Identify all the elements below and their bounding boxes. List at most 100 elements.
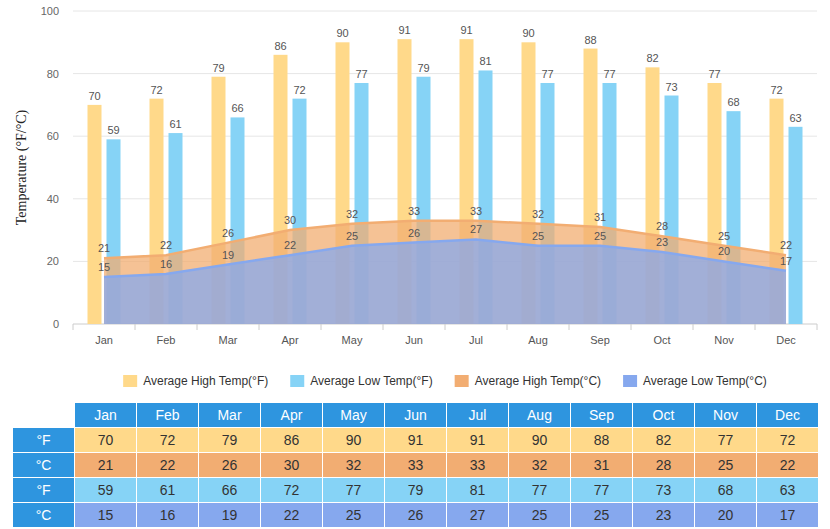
table-cell: 77 <box>594 482 610 498</box>
table-divider <box>756 503 757 527</box>
data-label: 72 <box>150 84 162 96</box>
legend-label: Average High Temp(°C) <box>475 374 601 388</box>
x-tick <box>631 324 632 330</box>
data-label: 17 <box>780 255 792 267</box>
grid-line <box>73 73 817 74</box>
table-row-bg <box>75 503 818 527</box>
table-divider <box>136 503 137 527</box>
table-header-label: Apr <box>281 407 303 423</box>
legend-swatch <box>623 375 637 387</box>
table-divider <box>694 503 695 527</box>
legend-item: Average Low Temp(°C) <box>623 374 767 388</box>
data-label: 61 <box>169 118 181 130</box>
table-divider <box>322 503 323 527</box>
table-divider <box>508 453 509 477</box>
x-tick-label: Aug <box>528 334 548 346</box>
table-cell: 25 <box>594 507 610 523</box>
table-cell: 28 <box>656 457 672 473</box>
table-row-label: °F <box>36 432 50 448</box>
table-header-label: Nov <box>713 407 738 423</box>
table-row-bg <box>75 478 818 502</box>
table-divider <box>384 453 385 477</box>
x-tick <box>73 324 74 330</box>
table-cell: 61 <box>160 482 176 498</box>
table-cell: 17 <box>780 507 796 523</box>
table-header-label: Mar <box>217 407 241 423</box>
table-divider <box>136 478 137 502</box>
table-divider <box>570 503 571 527</box>
table-divider <box>570 478 571 502</box>
table-header-cell <box>571 403 632 427</box>
table-cell: 32 <box>346 457 362 473</box>
chart: 020406080100Temperature (°F/°C)JanFebMar… <box>0 0 830 529</box>
x-tick-label: Jun <box>405 334 423 346</box>
table-divider <box>756 428 757 452</box>
y-axis-label: Temperature (°F/°C) <box>14 109 30 225</box>
area <box>104 221 786 324</box>
data-label: 22 <box>284 239 296 251</box>
table-cell: 82 <box>656 432 672 448</box>
table-row-bg <box>75 428 818 452</box>
x-tick <box>135 324 136 330</box>
table-header-cell <box>509 403 570 427</box>
y-tick-label: 40 <box>47 193 59 205</box>
data-label: 79 <box>212 62 224 74</box>
table-cell: 88 <box>594 432 610 448</box>
y-tick-label: 0 <box>53 318 59 330</box>
data-label: 59 <box>107 124 119 136</box>
table-cell: 33 <box>470 457 486 473</box>
table-divider <box>508 503 509 527</box>
table-row-header <box>13 428 74 452</box>
data-label: 86 <box>274 40 286 52</box>
table-cell: 72 <box>284 482 300 498</box>
data-label: 20 <box>718 245 730 257</box>
area <box>104 239 786 324</box>
table-divider <box>198 503 199 527</box>
table-row-label: °C <box>36 507 52 523</box>
table-divider <box>632 503 633 527</box>
legend-swatch <box>123 375 137 387</box>
table-row-label: °F <box>36 482 50 498</box>
grid-line <box>73 198 817 199</box>
table-divider <box>198 428 199 452</box>
table-cell: 90 <box>346 432 362 448</box>
legend-swatch <box>455 375 469 387</box>
data-label: 33 <box>470 205 482 217</box>
table-cell: 77 <box>718 432 734 448</box>
table-cell: 26 <box>222 457 238 473</box>
data-label: 31 <box>594 211 606 223</box>
data-label: 26 <box>222 227 234 239</box>
x-tick-label: Feb <box>157 334 176 346</box>
x-tick <box>817 324 818 330</box>
table-divider <box>384 503 385 527</box>
x-tick <box>693 324 694 330</box>
data-label: 88 <box>584 34 596 46</box>
table-cell: 32 <box>532 457 548 473</box>
table-row-bg <box>75 453 818 477</box>
table-cell: 63 <box>780 482 796 498</box>
table-header-cell <box>385 403 446 427</box>
table-divider <box>756 453 757 477</box>
table-cell: 81 <box>470 482 486 498</box>
data-label: 63 <box>789 112 801 124</box>
data-label: 23 <box>656 236 668 248</box>
table-header-cell <box>199 403 260 427</box>
table-divider <box>136 428 137 452</box>
x-tick <box>321 324 322 330</box>
table-divider <box>322 428 323 452</box>
bar <box>789 127 803 324</box>
data-label: 81 <box>479 55 491 67</box>
data-label: 28 <box>656 220 668 232</box>
table-cell: 25 <box>532 507 548 523</box>
x-tick <box>755 324 756 330</box>
table-header-cell <box>323 403 384 427</box>
table-cell: 22 <box>160 457 176 473</box>
legend-item: Average High Temp(°C) <box>455 374 601 388</box>
data-label: 25 <box>346 230 358 242</box>
table-header-label: Jan <box>94 407 117 423</box>
table-divider <box>632 478 633 502</box>
table-header-cell <box>137 403 198 427</box>
table-cell: 26 <box>408 507 424 523</box>
table-cell: 70 <box>98 432 114 448</box>
legend-item: Average Low Temp(°F) <box>290 374 432 388</box>
